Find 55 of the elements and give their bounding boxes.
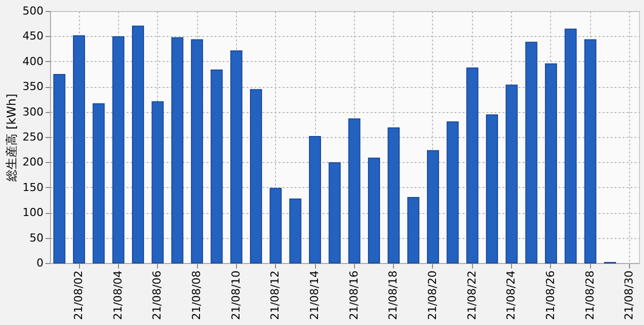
bar — [112, 36, 124, 264]
bar — [190, 39, 204, 264]
bar — [525, 42, 538, 264]
x-tick-label: 21/08/24 — [504, 270, 518, 320]
y-tick-label: 100 — [22, 206, 44, 220]
bar — [289, 198, 302, 264]
y-tick-label: 450 — [22, 30, 44, 43]
bar — [446, 121, 459, 264]
y-tick-label: 150 — [22, 180, 44, 194]
bar — [328, 162, 341, 264]
x-tick-label: 21/08/20 — [426, 270, 439, 320]
y-tick-label: 300 — [22, 105, 44, 118]
y-tick-label: 50 — [30, 231, 44, 244]
bar — [72, 35, 86, 264]
x-tick-label: 21/08/08 — [190, 270, 204, 320]
bar — [506, 84, 518, 264]
y-tick-label: 400 — [22, 54, 44, 68]
bar — [407, 196, 420, 264]
x-tick-label: 21/08/02 — [72, 270, 86, 320]
x-tick-label: 21/08/18 — [386, 270, 400, 320]
bar — [308, 136, 322, 264]
bar — [132, 26, 144, 264]
bar — [270, 188, 282, 264]
x-tick-label: 21/08/28 — [583, 270, 596, 320]
bar — [230, 50, 242, 264]
bar — [426, 150, 440, 264]
y-tick-label: 200 — [22, 156, 44, 169]
bar — [210, 69, 223, 264]
bar — [368, 158, 380, 264]
y-tick-label: 250 — [22, 130, 44, 144]
x-tick-label: 21/08/22 — [465, 270, 478, 320]
x-tick-label: 21/08/06 — [150, 270, 164, 320]
x-tick-label: 21/08/10 — [229, 270, 242, 320]
bar — [584, 39, 596, 264]
bar — [250, 89, 262, 264]
bar — [388, 127, 400, 264]
bar — [466, 67, 478, 264]
bar — [152, 101, 164, 264]
bar — [564, 28, 577, 264]
y-tick-label: 350 — [22, 80, 44, 94]
x-tick-label: 21/08/12 — [268, 270, 282, 320]
x-tick-label: 21/08/26 — [544, 270, 557, 320]
bar — [348, 118, 360, 264]
bar — [92, 103, 105, 264]
y-tick-label: 500 — [22, 4, 44, 18]
bar — [171, 37, 184, 264]
x-tick-label: 21/08/04 — [111, 270, 124, 320]
bar — [544, 63, 558, 264]
y-tick-label: 0 — [36, 256, 44, 270]
bar — [53, 74, 66, 264]
x-tick-label: 21/08/16 — [347, 270, 360, 320]
x-tick-label: 21/08/30 — [622, 270, 636, 320]
y-axis-title: 総生産高 [kWh] — [4, 94, 19, 182]
bar — [486, 114, 498, 264]
x-tick-label: 21/08/14 — [308, 270, 321, 320]
